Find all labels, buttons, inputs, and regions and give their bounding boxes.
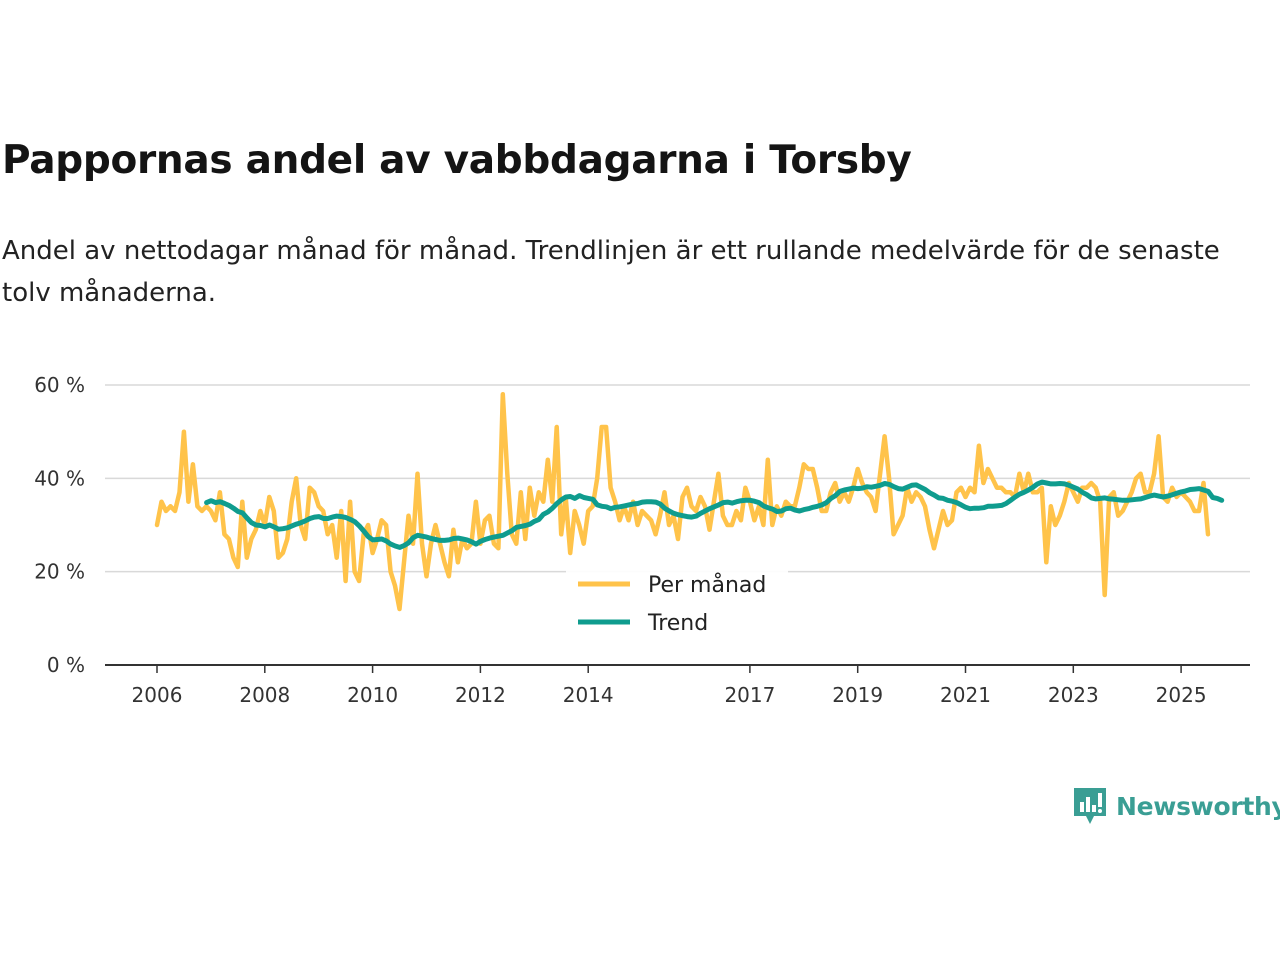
brand-name: Newsworthy xyxy=(1116,791,1280,821)
x-tick-label: 2019 xyxy=(832,683,883,707)
x-tick-label: 2025 xyxy=(1156,683,1207,707)
x-tick-label: 2023 xyxy=(1048,683,1099,707)
line-chart: 0 % 20 % 40 % 60 % 2006 2008 2010 2012 2014 2017… xyxy=(34,373,1250,707)
newsworthy-logo-icon xyxy=(1074,788,1106,824)
legend-label-per-manad: Per månad xyxy=(648,572,766,598)
x-tick-label: 2017 xyxy=(724,683,775,707)
y-axis-ticks: 0 % 20 % 40 % 60 % xyxy=(34,373,85,677)
page-subtitle: Andel av nettodagar månad för månad. Tre… xyxy=(2,236,1220,308)
x-axis-ticks: 2006 2008 2010 2012 2014 2017 2019 2021 2023 2025 xyxy=(132,665,1207,707)
series-line-per-manad xyxy=(154,392,1211,612)
y-tick-label: 20 % xyxy=(34,560,85,584)
x-tick-label: 2006 xyxy=(132,683,183,707)
legend-background xyxy=(566,564,788,648)
series-line-trend xyxy=(204,479,1225,550)
x-tick-label: 2008 xyxy=(239,683,290,707)
x-tick-label: 2014 xyxy=(563,683,614,707)
legend: Per månad Trend xyxy=(566,564,788,648)
y-tick-label: 0 % xyxy=(47,653,85,677)
page-title: Pappornas andel av vabbdagarna i Torsby xyxy=(2,138,912,183)
y-tick-label: 60 % xyxy=(34,373,85,397)
x-tick-label: 2021 xyxy=(940,683,991,707)
legend-label-trend: Trend xyxy=(647,611,708,636)
x-tick-label: 2010 xyxy=(347,683,398,707)
brand-logo: Newsworthy xyxy=(1072,786,1280,826)
x-tick-label: 2012 xyxy=(455,683,506,707)
y-tick-label: 40 % xyxy=(34,466,85,490)
